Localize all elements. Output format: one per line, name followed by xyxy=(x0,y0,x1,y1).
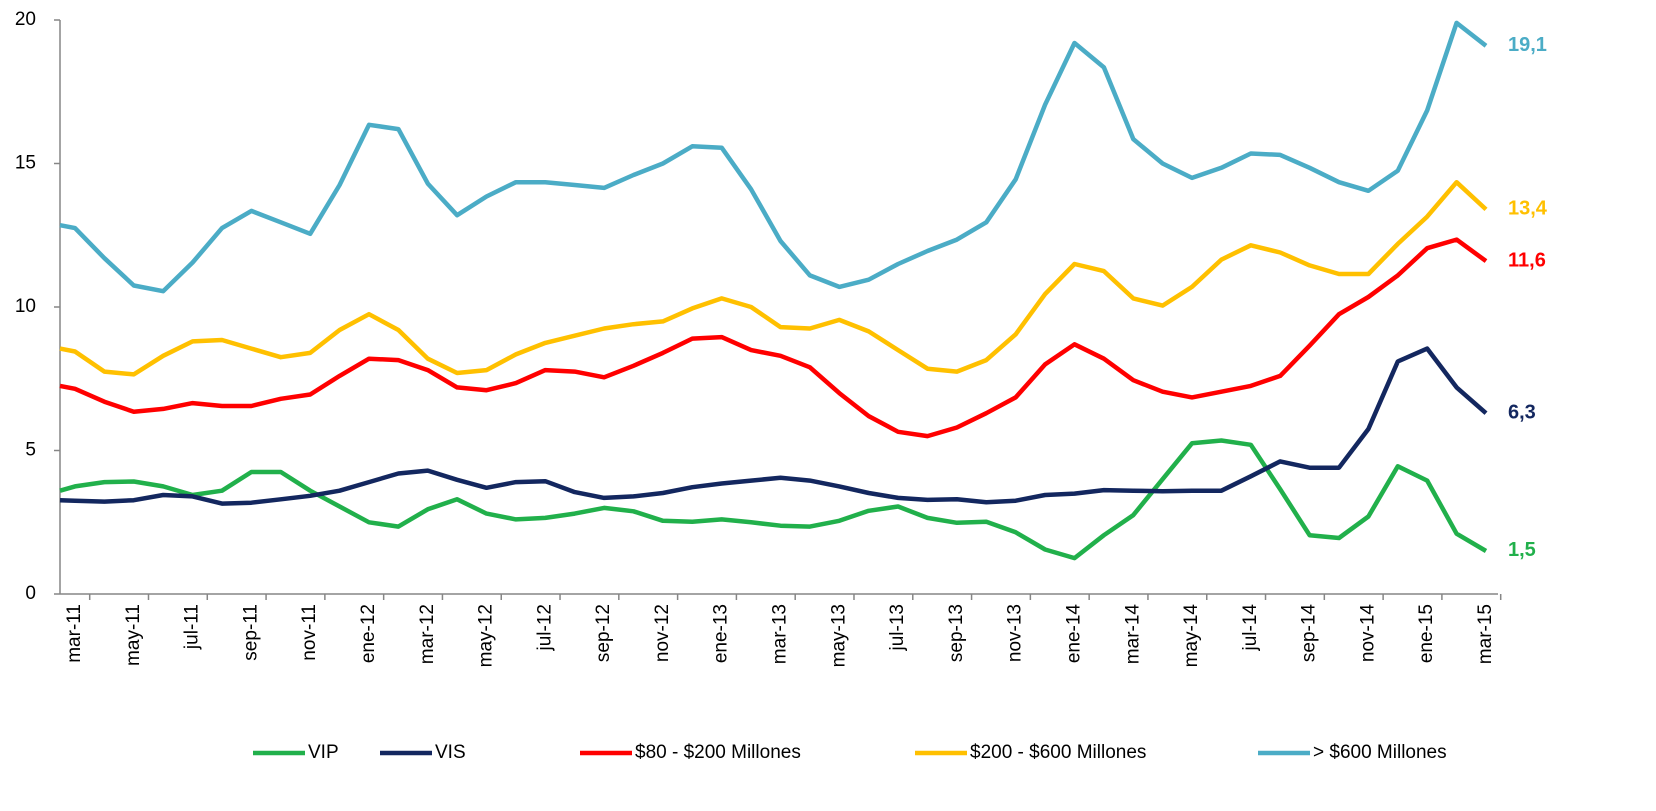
x-tick-label: sep-11 xyxy=(240,604,261,661)
series-line xyxy=(59,346,1488,506)
x-tick-label: mar-11 xyxy=(64,604,85,663)
x-tick-label: jul-12 xyxy=(534,604,555,651)
x-tick-label: may-13 xyxy=(828,604,849,667)
end-label: 19,1 xyxy=(1508,34,1547,56)
x-tick-label: nov-13 xyxy=(1005,604,1026,662)
x-tick-label: jul-14 xyxy=(1240,604,1261,652)
x-tick-label: ene-13 xyxy=(711,604,732,663)
end-label: 11,6 xyxy=(1508,249,1546,271)
x-tick-label: mar-15 xyxy=(1475,604,1496,664)
x-tick-label: jul-13 xyxy=(887,604,908,651)
x-tick-label: ene-12 xyxy=(358,604,379,663)
x-tick-label: sep-14 xyxy=(1299,604,1320,663)
legend-label: VIP xyxy=(308,742,339,763)
x-tick-label: mar-12 xyxy=(417,604,438,664)
x-tick-label: nov-12 xyxy=(652,604,673,662)
x-tick-label: may-12 xyxy=(476,604,497,667)
legend-label: $80 - $200 Millones xyxy=(635,742,801,763)
series-line xyxy=(59,20,1488,294)
end-label: 6,3 xyxy=(1508,401,1536,423)
x-tick-label: ene-14 xyxy=(1063,604,1084,664)
x-tick-label: jul-11 xyxy=(182,604,203,650)
legend-label: > $600 Millones xyxy=(1313,742,1447,763)
y-tick-label: 5 xyxy=(25,440,36,461)
y-tick-label: 0 xyxy=(25,583,36,604)
legend-label: VIS xyxy=(435,742,466,763)
x-tick-label: nov-14 xyxy=(1357,604,1378,663)
y-tick-label: 10 xyxy=(15,296,36,317)
x-tick-label: sep-12 xyxy=(593,604,614,662)
x-tick-label: nov-11 xyxy=(299,604,320,661)
series-line xyxy=(59,438,1488,561)
x-tick-label: sep-13 xyxy=(946,604,967,662)
end-label: 13,4 xyxy=(1508,198,1548,220)
x-tick-label: may-14 xyxy=(1181,604,1202,668)
legend-label: $200 - $600 Millones xyxy=(970,742,1146,763)
series-line xyxy=(59,179,1488,377)
x-tick-label: ene-15 xyxy=(1416,604,1437,663)
y-tick-label: 15 xyxy=(15,153,36,174)
series-line xyxy=(59,237,1488,439)
end-label: 1,5 xyxy=(1508,539,1536,561)
x-tick-label: may-11 xyxy=(123,604,144,666)
y-tick-label: 20 xyxy=(15,9,36,30)
x-tick-label: mar-13 xyxy=(770,604,791,664)
x-tick-label: mar-14 xyxy=(1122,604,1143,665)
